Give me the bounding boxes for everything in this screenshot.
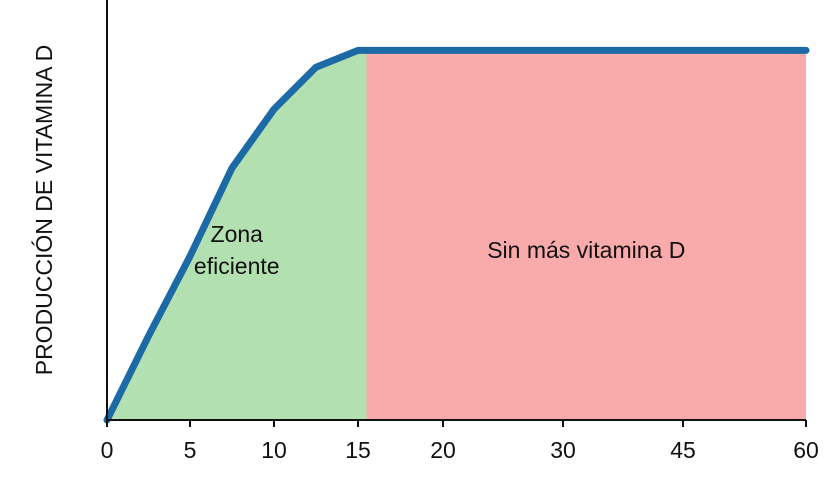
region-label: Zona eficiente (193, 221, 280, 279)
y-axis-label: PRODUCCIÓN DE VITAMINA D (31, 45, 57, 376)
region-label: Sin más vitamina D (487, 237, 686, 263)
region (366, 50, 806, 421)
x-tick-label: 45 (670, 437, 696, 463)
x-tick-label: 20 (430, 437, 456, 463)
line (103, 46, 810, 424)
x-tick-label: 60 (793, 437, 819, 463)
x-tick-label: 30 (550, 437, 576, 463)
x-tick-label: 15 (345, 437, 371, 463)
x-tick-label: 10 (261, 437, 287, 463)
x-tick-label: 5 (184, 437, 197, 463)
region (107, 50, 367, 421)
x-tick-label: 0 (101, 437, 114, 463)
